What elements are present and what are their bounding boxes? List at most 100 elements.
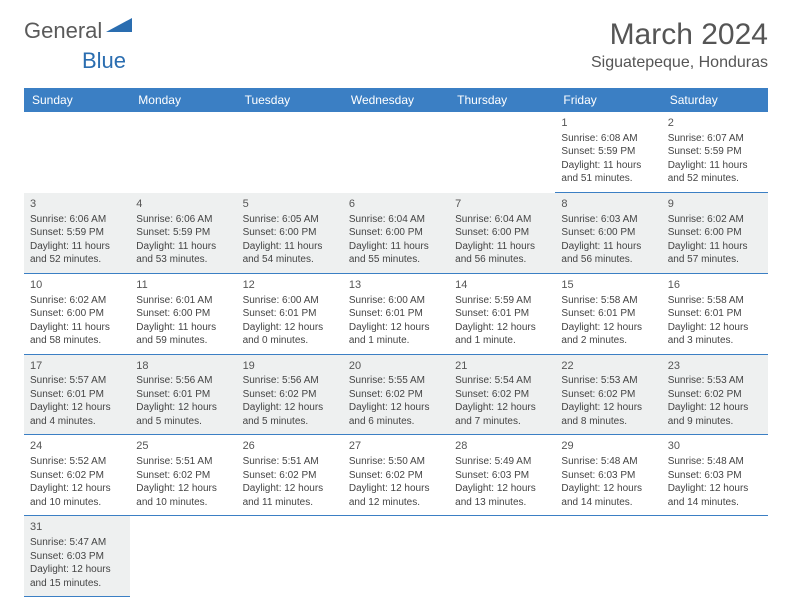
sunrise-text: Sunrise: 5:53 AM: [561, 374, 655, 388]
day-number: 15: [561, 278, 655, 293]
daylight-text: Daylight: 12 hours and 14 minutes.: [668, 482, 762, 509]
day-number: 10: [30, 278, 124, 293]
sunset-text: Sunset: 6:01 PM: [561, 307, 655, 321]
calendar-cell: 19Sunrise: 5:56 AMSunset: 6:02 PMDayligh…: [237, 355, 343, 436]
sunrise-text: Sunrise: 5:54 AM: [455, 374, 549, 388]
calendar-cell-empty: [237, 516, 343, 597]
daylight-text: Daylight: 11 hours and 58 minutes.: [30, 321, 124, 348]
calendar-cell-empty: [662, 516, 768, 597]
daylight-text: Daylight: 12 hours and 6 minutes.: [349, 401, 443, 428]
daylight-text: Daylight: 12 hours and 4 minutes.: [30, 401, 124, 428]
sunset-text: Sunset: 6:02 PM: [136, 469, 230, 483]
sunrise-text: Sunrise: 5:47 AM: [30, 536, 124, 550]
calendar-cell-empty: [343, 516, 449, 597]
calendar-cell: 8Sunrise: 6:03 AMSunset: 6:00 PMDaylight…: [555, 193, 661, 274]
daylight-text: Daylight: 12 hours and 15 minutes.: [30, 563, 124, 590]
weekday-header: Sunday: [24, 88, 130, 112]
logo-triangle-icon: [106, 18, 132, 41]
weekday-header: Thursday: [449, 88, 555, 112]
sunset-text: Sunset: 6:01 PM: [455, 307, 549, 321]
sunrise-text: Sunrise: 6:03 AM: [561, 213, 655, 227]
day-number: 3: [30, 197, 124, 212]
calendar-cell-empty: [555, 516, 661, 597]
sunset-text: Sunset: 6:00 PM: [561, 226, 655, 240]
sunrise-text: Sunrise: 5:53 AM: [668, 374, 762, 388]
sunset-text: Sunset: 6:03 PM: [668, 469, 762, 483]
sunset-text: Sunset: 5:59 PM: [30, 226, 124, 240]
logo-text-general: General: [24, 18, 102, 44]
calendar-cell-empty: [130, 112, 236, 193]
calendar-header-row: Sunday Monday Tuesday Wednesday Thursday…: [24, 88, 768, 112]
calendar-cell: 13Sunrise: 6:00 AMSunset: 6:01 PMDayligh…: [343, 274, 449, 355]
calendar-cell-empty: [237, 112, 343, 193]
weekday-header: Monday: [130, 88, 236, 112]
calendar-row: 3Sunrise: 6:06 AMSunset: 5:59 PM Daylight…: [24, 193, 768, 274]
calendar-cell: 29Sunrise: 5:48 AMSunset: 6:03 PMDayligh…: [555, 435, 661, 516]
sunset-text: Sunset: 6:02 PM: [243, 388, 337, 402]
daylight-text: Daylight: 11 hours and 56 minutes.: [561, 240, 655, 267]
daylight-text: Daylight: 11 hours and 56 minutes.: [455, 240, 549, 267]
sunrise-text: Sunrise: 5:56 AM: [243, 374, 337, 388]
sunset-text: Sunset: 6:02 PM: [455, 388, 549, 402]
sunset-text: Sunset: 6:02 PM: [30, 469, 124, 483]
sunset-text: Sunset: 6:00 PM: [30, 307, 124, 321]
sunset-text: Sunset: 6:02 PM: [349, 388, 443, 402]
calendar-cell: 10Sunrise: 6:02 AMSunset: 6:00 PMDayligh…: [24, 274, 130, 355]
calendar-cell: 22Sunrise: 5:53 AMSunset: 6:02 PMDayligh…: [555, 355, 661, 436]
calendar-cell: 18Sunrise: 5:56 AMSunset: 6:01 PMDayligh…: [130, 355, 236, 436]
calendar-cell: 14Sunrise: 5:59 AMSunset: 6:01 PMDayligh…: [449, 274, 555, 355]
sunrise-text: Sunrise: 5:50 AM: [349, 455, 443, 469]
calendar-cell: 11Sunrise: 6:01 AMSunset: 6:00 PMDayligh…: [130, 274, 236, 355]
daylight-text: Daylight: 12 hours and 10 minutes.: [136, 482, 230, 509]
daylight-text: Daylight: 12 hours and 8 minutes.: [561, 401, 655, 428]
day-number: 23: [668, 359, 762, 374]
daylight-text: Daylight: 12 hours and 9 minutes.: [668, 401, 762, 428]
sunrise-text: Sunrise: 5:58 AM: [668, 294, 762, 308]
day-number: 30: [668, 439, 762, 454]
sunrise-text: Sunrise: 6:00 AM: [349, 294, 443, 308]
day-number: 14: [455, 278, 549, 293]
weekday-header: Friday: [555, 88, 661, 112]
sunrise-text: Sunrise: 5:57 AM: [30, 374, 124, 388]
daylight-text: Daylight: 11 hours and 59 minutes.: [136, 321, 230, 348]
day-number: 4: [136, 197, 230, 212]
sunset-text: Sunset: 6:00 PM: [136, 307, 230, 321]
daylight-text: Daylight: 12 hours and 2 minutes.: [561, 321, 655, 348]
sunrise-text: Sunrise: 5:58 AM: [561, 294, 655, 308]
sunset-text: Sunset: 6:03 PM: [561, 469, 655, 483]
day-number: 13: [349, 278, 443, 293]
calendar-cell: 12Sunrise: 6:00 AMSunset: 6:01 PMDayligh…: [237, 274, 343, 355]
day-number: 6: [349, 197, 443, 212]
calendar-cell-empty: [130, 516, 236, 597]
sunrise-text: Sunrise: 5:48 AM: [561, 455, 655, 469]
sunrise-text: Sunrise: 6:04 AM: [349, 213, 443, 227]
day-number: 24: [30, 439, 124, 454]
day-number: 11: [136, 278, 230, 293]
daylight-text: Daylight: 12 hours and 7 minutes.: [455, 401, 549, 428]
calendar-cell: 3Sunrise: 6:06 AMSunset: 5:59 PMDaylight…: [24, 193, 130, 274]
daylight-text: Daylight: 11 hours and 55 minutes.: [349, 240, 443, 267]
calendar-cell: 7Sunrise: 6:04 AMSunset: 6:00 PMDaylight…: [449, 193, 555, 274]
sunrise-text: Sunrise: 5:49 AM: [455, 455, 549, 469]
sunrise-text: Sunrise: 6:06 AM: [30, 213, 124, 227]
sunset-text: Sunset: 6:03 PM: [30, 550, 124, 564]
calendar-cell: 4Sunrise: 6:06 AMSunset: 5:59 PMDaylight…: [130, 193, 236, 274]
sunset-text: Sunset: 6:01 PM: [349, 307, 443, 321]
sunrise-text: Sunrise: 6:02 AM: [668, 213, 762, 227]
daylight-text: Daylight: 12 hours and 11 minutes.: [243, 482, 337, 509]
day-number: 22: [561, 359, 655, 374]
calendar-row: 24Sunrise: 5:52 AMSunset: 6:02 PMDayligh…: [24, 435, 768, 516]
sunrise-text: Sunrise: 5:48 AM: [668, 455, 762, 469]
calendar-cell: 2Sunrise: 6:07 AMSunset: 5:59 PMDaylight…: [662, 112, 768, 193]
calendar-cell: 21Sunrise: 5:54 AMSunset: 6:02 PMDayligh…: [449, 355, 555, 436]
calendar-cell: 23Sunrise: 5:53 AMSunset: 6:02 PMDayligh…: [662, 355, 768, 436]
day-number: 21: [455, 359, 549, 374]
sunset-text: Sunset: 5:59 PM: [668, 145, 762, 159]
calendar-cell: 15Sunrise: 5:58 AMSunset: 6:01 PMDayligh…: [555, 274, 661, 355]
weekday-header: Tuesday: [237, 88, 343, 112]
calendar-row: 1Sunrise: 6:08 AMSunset: 5:59 PMDaylight…: [24, 112, 768, 193]
calendar-cell: 24Sunrise: 5:52 AMSunset: 6:02 PMDayligh…: [24, 435, 130, 516]
sunset-text: Sunset: 6:00 PM: [668, 226, 762, 240]
calendar-cell-empty: [449, 112, 555, 193]
day-number: 16: [668, 278, 762, 293]
